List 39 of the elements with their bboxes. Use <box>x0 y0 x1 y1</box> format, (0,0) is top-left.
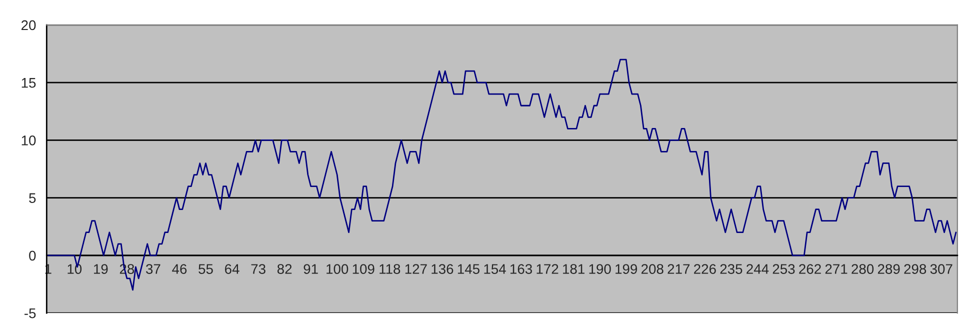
x-tick-label: 100 <box>326 264 348 274</box>
x-tick-label: 46 <box>172 264 187 274</box>
x-tick-label: 127 <box>405 264 427 274</box>
x-tick-label: 82 <box>277 264 292 274</box>
y-tick-label: 0 <box>29 250 36 261</box>
x-tick-label: 262 <box>799 264 821 274</box>
x-tick-label: 19 <box>94 264 108 274</box>
x-tick-label: 190 <box>589 264 611 274</box>
x-tick-label: 199 <box>616 264 638 274</box>
x-tick-label: 298 <box>904 264 926 274</box>
x-tick-label: 136 <box>432 264 454 274</box>
x-tick-label: 109 <box>352 264 374 274</box>
y-tick-label: 10 <box>22 136 36 146</box>
x-tick-label: 289 <box>878 264 900 274</box>
x-tick-label: 64 <box>225 264 240 274</box>
x-tick-label: 172 <box>536 264 558 274</box>
x-tick-label: 244 <box>746 264 769 274</box>
x-tick-label: 91 <box>304 264 318 274</box>
x-tick-label: 37 <box>146 264 160 274</box>
x-tick-label: 226 <box>694 264 716 274</box>
x-tick-label: 271 <box>825 264 848 274</box>
x-tick-label: 73 <box>251 264 266 274</box>
x-tick-label: 217 <box>668 264 690 274</box>
x-tick-label: 163 <box>510 264 532 274</box>
y-tick-label: 15 <box>22 78 36 88</box>
x-tick-label: 154 <box>484 264 506 274</box>
x-tick-label: 208 <box>641 264 664 274</box>
x-tick-label: 307 <box>930 264 952 274</box>
y-tick-label: 20 <box>21 20 36 30</box>
x-tick-label: 118 <box>380 264 400 274</box>
y-tick-label: 5 <box>29 193 36 203</box>
x-tick-label: 253 <box>772 264 795 274</box>
x-tick-label: 235 <box>720 264 742 274</box>
x-tick-label: 181 <box>563 264 584 274</box>
y-tick-label: -5 <box>24 308 36 318</box>
x-tick-label: 55 <box>198 264 213 274</box>
line-series <box>47 58 957 291</box>
x-tick-label: 145 <box>458 264 480 274</box>
x-tick-label: 280 <box>852 264 874 274</box>
